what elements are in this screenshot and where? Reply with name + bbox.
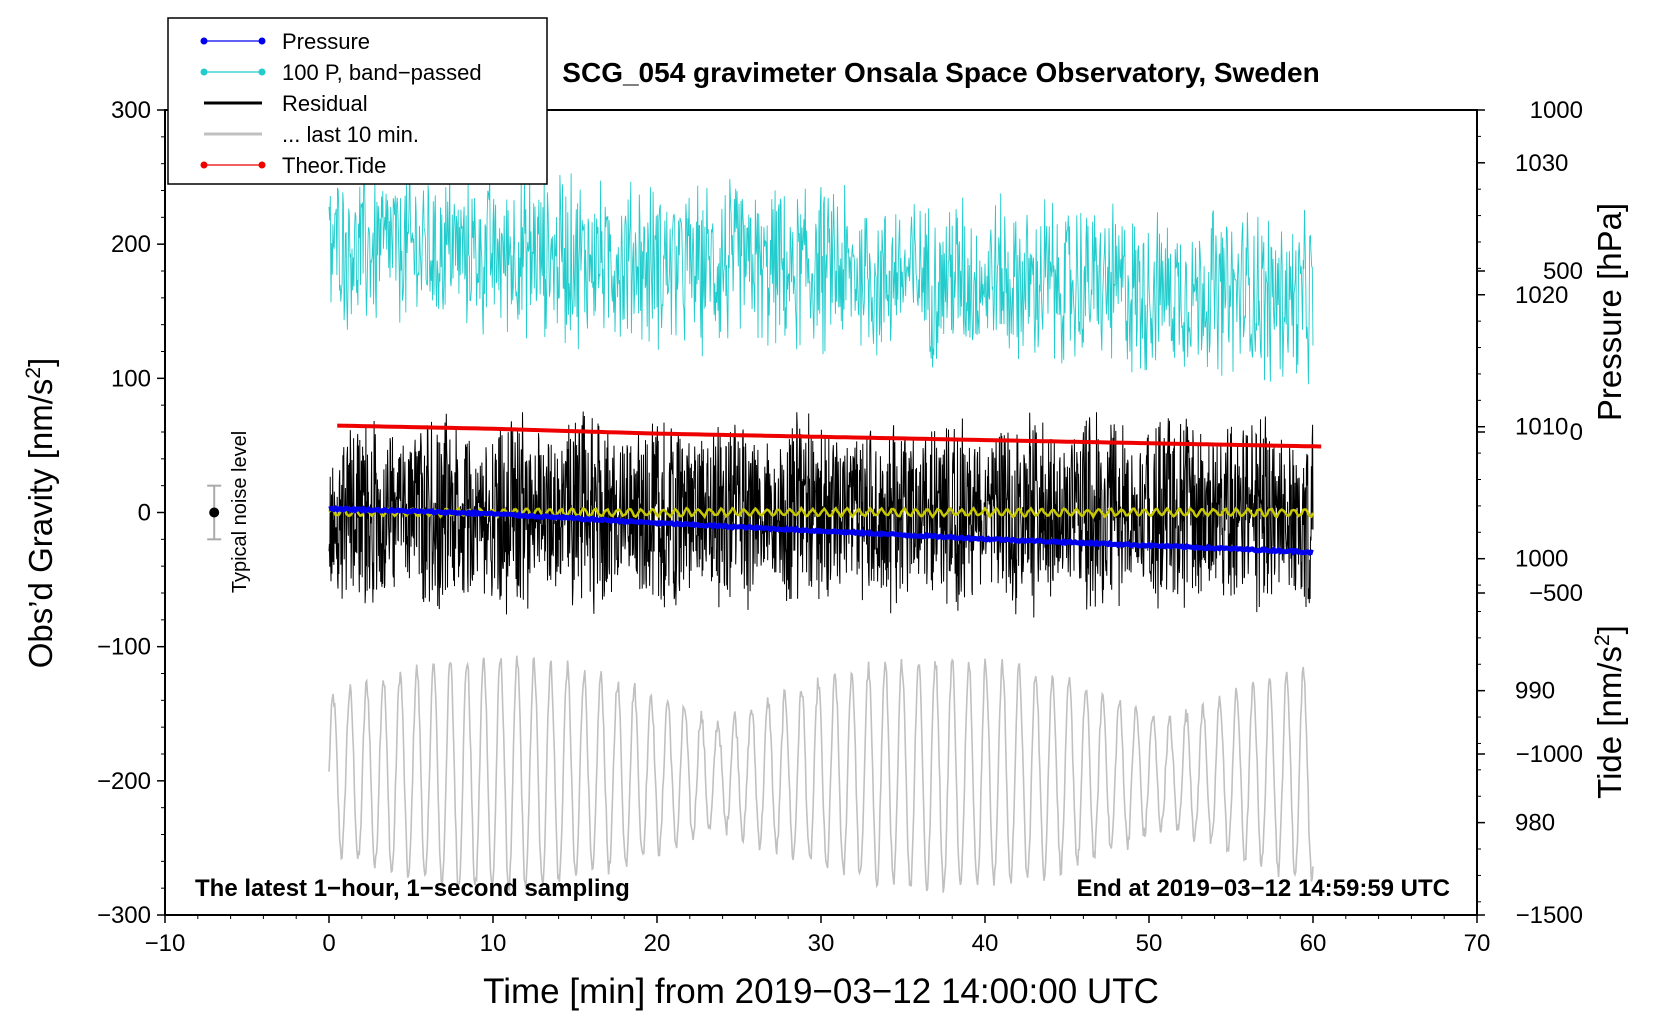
- pressure-tick-label: 980: [1515, 810, 1555, 837]
- y-axis-label-tide: Tide [nm/s2]: [1591, 625, 1628, 799]
- legend-marker: [200, 37, 208, 45]
- tide-tick-label: 0: [1570, 419, 1583, 446]
- x-tick-label: 20: [644, 930, 671, 957]
- series-last-10-min: [328, 655, 1314, 893]
- annotation-sampling: The latest 1−hour, 1−second sampling: [195, 875, 630, 902]
- y-axis-label-pressure: Pressure [hPa]: [1591, 203, 1628, 421]
- y-label-left-main: Obs’d Gravity [nm/s: [22, 379, 59, 669]
- legend-box: [167, 17, 548, 185]
- pressure-tick-label: 990: [1515, 678, 1555, 705]
- x-tick-label: 0: [322, 930, 335, 957]
- y-tick-label: 300: [111, 97, 151, 124]
- legend-label: Pressure: [282, 29, 370, 54]
- x-axis-label: Time [min] from 2019−03−12 14:00:00 UTC: [483, 972, 1159, 1011]
- legend-label: ... last 10 min.: [282, 122, 419, 147]
- legend-label: Theor.Tide: [282, 153, 386, 178]
- y-label-tide-close: ]: [1591, 625, 1628, 634]
- series-theoretical-tide: [337, 423, 1322, 449]
- tide-tick-label: 1000: [1530, 97, 1583, 124]
- x-tick-label: 60: [1300, 930, 1327, 957]
- legend-marker: [258, 37, 266, 45]
- noise-level-point: [209, 507, 220, 518]
- chart-title: SCG_054 gravimeter Onsala Space Observat…: [562, 57, 1319, 88]
- legend-entries: Pressure 100 P, band−passed Residual ... la…: [200, 29, 482, 178]
- legend-label: Residual: [282, 91, 368, 116]
- x-tick-label: 10: [480, 930, 507, 957]
- pressure-tick-label: 1020: [1515, 282, 1568, 309]
- legend-marker: [258, 68, 266, 76]
- pressure-tick-label: 1000: [1515, 546, 1568, 573]
- tide-tick-label: 500: [1543, 258, 1583, 285]
- y-tick-label: 200: [111, 231, 151, 258]
- series-pressure: [328, 505, 1314, 556]
- y-tick-label: 0: [138, 500, 151, 527]
- series-band-passed-pressure: [328, 158, 1314, 385]
- y-tick-label: −300: [97, 902, 151, 929]
- tide-tick-label: −500: [1529, 580, 1583, 607]
- y-label-tide-sup: 2: [1591, 634, 1614, 646]
- y-axis-label-left: Obs’d Gravity [nm/s2]: [22, 358, 59, 669]
- y-tick-label: −100: [97, 634, 151, 661]
- x-tick-label: 30: [808, 930, 835, 957]
- noise-level-label: Typical noise level: [229, 431, 251, 593]
- x-tick-label: 70: [1464, 930, 1491, 957]
- x-tick-label: 50: [1136, 930, 1163, 957]
- y-label-left-sup: 2: [22, 367, 45, 379]
- legend-marker: [258, 161, 266, 169]
- y-tick-label: −200: [97, 768, 151, 795]
- series-residual-mean: [328, 505, 1315, 520]
- legend-marker: [200, 68, 208, 76]
- tide-tick-label: −1000: [1516, 741, 1583, 768]
- annotation-end-time: End at 2019−03−12 14:59:59 UTC: [1076, 875, 1450, 902]
- x-tick-label: −10: [145, 930, 186, 957]
- pressure-tick-label: 1010: [1515, 414, 1568, 441]
- x-tick-label: 40: [972, 930, 999, 957]
- legend-marker: [200, 161, 208, 169]
- pressure-tick-label: 1030: [1515, 150, 1568, 177]
- y-tick-label: 100: [111, 365, 151, 392]
- tide-tick-label: −1500: [1516, 902, 1583, 929]
- series-layer: [207, 158, 1322, 893]
- y-label-left-close: ]: [22, 358, 59, 367]
- axes-layer: −10 0 10 20 30 40 50 60 703002001000−100−200−300…: [97, 97, 1583, 957]
- legend-label: 100 P, band−passed: [282, 60, 482, 85]
- legend: Pressure 100 P, band−passed Residual ... la…: [167, 17, 548, 185]
- y-label-tide-main: Tide [nm/s: [1591, 646, 1628, 799]
